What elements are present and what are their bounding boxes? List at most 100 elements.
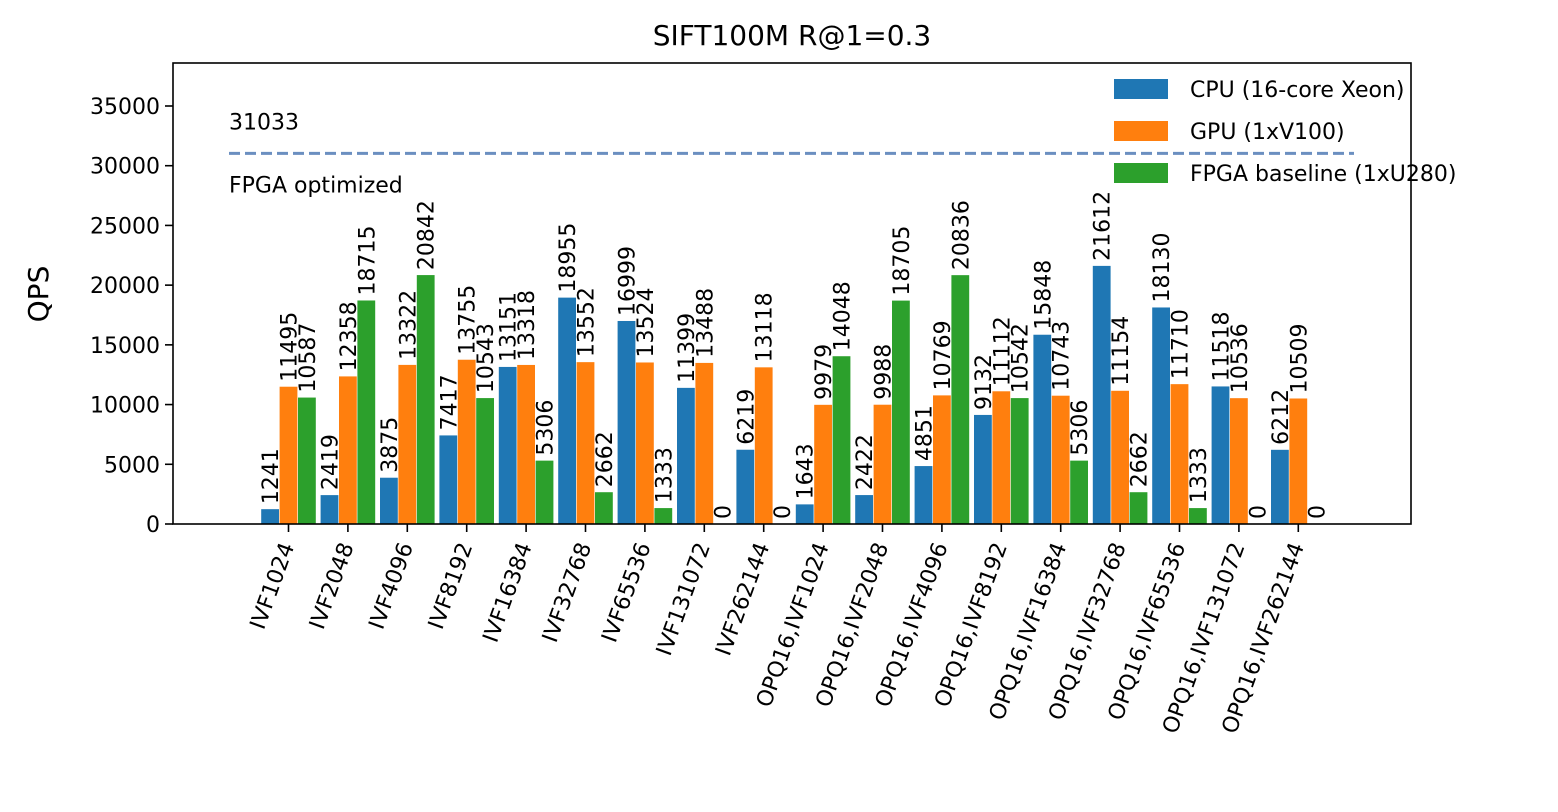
bar xyxy=(1033,334,1052,524)
bar xyxy=(832,356,851,524)
bar xyxy=(1111,390,1129,524)
x-tick-label: IVF32768 xyxy=(538,540,597,646)
reference-value-label: 31033 xyxy=(229,110,299,135)
y-tick-label: 35000 xyxy=(90,95,160,120)
y-tick-label: 15000 xyxy=(90,334,160,359)
legend-swatch xyxy=(1114,79,1168,99)
bar xyxy=(855,495,873,524)
y-tick-label: 20000 xyxy=(90,274,160,299)
bar-value-label: 5306 xyxy=(1068,400,1093,456)
bar xyxy=(1170,384,1189,524)
bar xyxy=(914,466,933,524)
bar-value-label: 18955 xyxy=(556,223,581,293)
bar-value-label: 16999 xyxy=(616,246,641,316)
plot-area: 0 5000 10000 15000 20000 25000 30000 35000 31033… xyxy=(90,95,1354,737)
bar xyxy=(814,404,832,524)
bar-value-label: 0 xyxy=(771,505,796,519)
bar-value-label: 1333 xyxy=(1187,447,1212,503)
bar xyxy=(439,435,458,524)
bar xyxy=(576,362,595,524)
y-tick-label: 30000 xyxy=(90,155,160,180)
legend-label: GPU (1xV100) xyxy=(1190,120,1345,145)
bar xyxy=(279,386,298,524)
y-tick-label: 25000 xyxy=(90,214,160,239)
bar-value-label: 18705 xyxy=(890,226,915,296)
bar xyxy=(535,460,554,524)
legend-label: FPGA baseline (1xU280) xyxy=(1190,162,1456,187)
y-tick-label: 5000 xyxy=(104,453,160,478)
bar-value-label: 13755 xyxy=(456,285,481,355)
bar xyxy=(558,297,576,524)
x-tick-label: IVF1024 xyxy=(246,540,300,633)
x-tick-label: IVF16384 xyxy=(479,540,538,646)
bar xyxy=(517,364,535,524)
bar-value-label: 13488 xyxy=(693,288,718,358)
bar xyxy=(1189,508,1207,524)
bar xyxy=(695,362,714,524)
bar xyxy=(380,477,398,524)
bar xyxy=(974,414,992,524)
bar xyxy=(873,404,892,524)
bar xyxy=(736,449,755,524)
bar xyxy=(339,376,357,524)
bar-value-label: 21612 xyxy=(1091,191,1116,261)
bar-value-label: 0 xyxy=(1306,505,1331,519)
x-tick-label: IVF65536 xyxy=(597,540,656,646)
bar-value-label: 13552 xyxy=(575,287,600,357)
bar xyxy=(457,359,476,524)
bar xyxy=(1129,492,1148,524)
bar-value-label: 0 xyxy=(1246,505,1271,519)
chart-title: SIFT100M R@1=0.3 xyxy=(653,19,932,52)
bar-value-label: 18130 xyxy=(1150,232,1175,302)
bar-value-label: 0 xyxy=(712,505,737,519)
bar xyxy=(795,504,814,524)
bar xyxy=(754,367,773,524)
bar xyxy=(1092,265,1111,524)
legend-label: CPU (16-core Xeon) xyxy=(1190,78,1405,103)
bar-value-label: 11518 xyxy=(1210,311,1235,381)
x-tick-label: IVF4096 xyxy=(365,540,419,633)
bar-value-label: 13524 xyxy=(634,287,659,357)
bar xyxy=(476,398,494,524)
bar xyxy=(1051,395,1070,524)
bar-value-label: 10543 xyxy=(474,323,499,393)
legend-swatch xyxy=(1114,163,1168,183)
bar xyxy=(892,300,910,524)
bar-value-label: 20836 xyxy=(949,200,974,270)
bar xyxy=(498,366,517,524)
bar-value-label: 15848 xyxy=(1031,260,1056,330)
bar xyxy=(1152,307,1170,524)
bar xyxy=(992,391,1011,524)
bar-value-label: 5306 xyxy=(534,400,559,456)
bar xyxy=(298,397,316,524)
bar-value-label: 11495 xyxy=(278,312,303,382)
x-tick-label: IVF8192 xyxy=(424,540,478,633)
bar-value-label: 10743 xyxy=(1050,321,1075,391)
y-tick-label: 10000 xyxy=(90,394,160,419)
plot-frame xyxy=(172,62,1412,525)
bar-value-label: 11154 xyxy=(1109,316,1134,386)
legend: CPU (16-core Xeon) GPU (1xV100) FPGA basel… xyxy=(1114,78,1456,187)
bar xyxy=(595,492,613,524)
bar xyxy=(1271,449,1289,524)
bar-value-label: 20842 xyxy=(415,200,440,270)
bar xyxy=(654,508,673,524)
bar-value-label: 10542 xyxy=(1009,323,1034,393)
y-axis-label: QPS xyxy=(22,266,55,323)
bar-value-label: 2662 xyxy=(593,431,618,487)
bar-value-label: 11112 xyxy=(990,316,1015,386)
bar-value-label: 11710 xyxy=(1169,309,1194,379)
bar xyxy=(951,275,970,524)
bar-value-label: 2662 xyxy=(1128,431,1153,487)
bar xyxy=(1211,386,1230,524)
bar-value-label: 13118 xyxy=(753,292,778,362)
bar xyxy=(261,509,279,524)
bar-value-label: 18715 xyxy=(355,225,380,295)
x-tick-label: IVF131072 xyxy=(652,540,716,660)
bar xyxy=(677,387,695,524)
bar xyxy=(1230,398,1248,524)
bar-value-label: 1333 xyxy=(652,447,677,503)
bar-value-label: 13151 xyxy=(497,292,522,362)
bar xyxy=(416,275,435,524)
